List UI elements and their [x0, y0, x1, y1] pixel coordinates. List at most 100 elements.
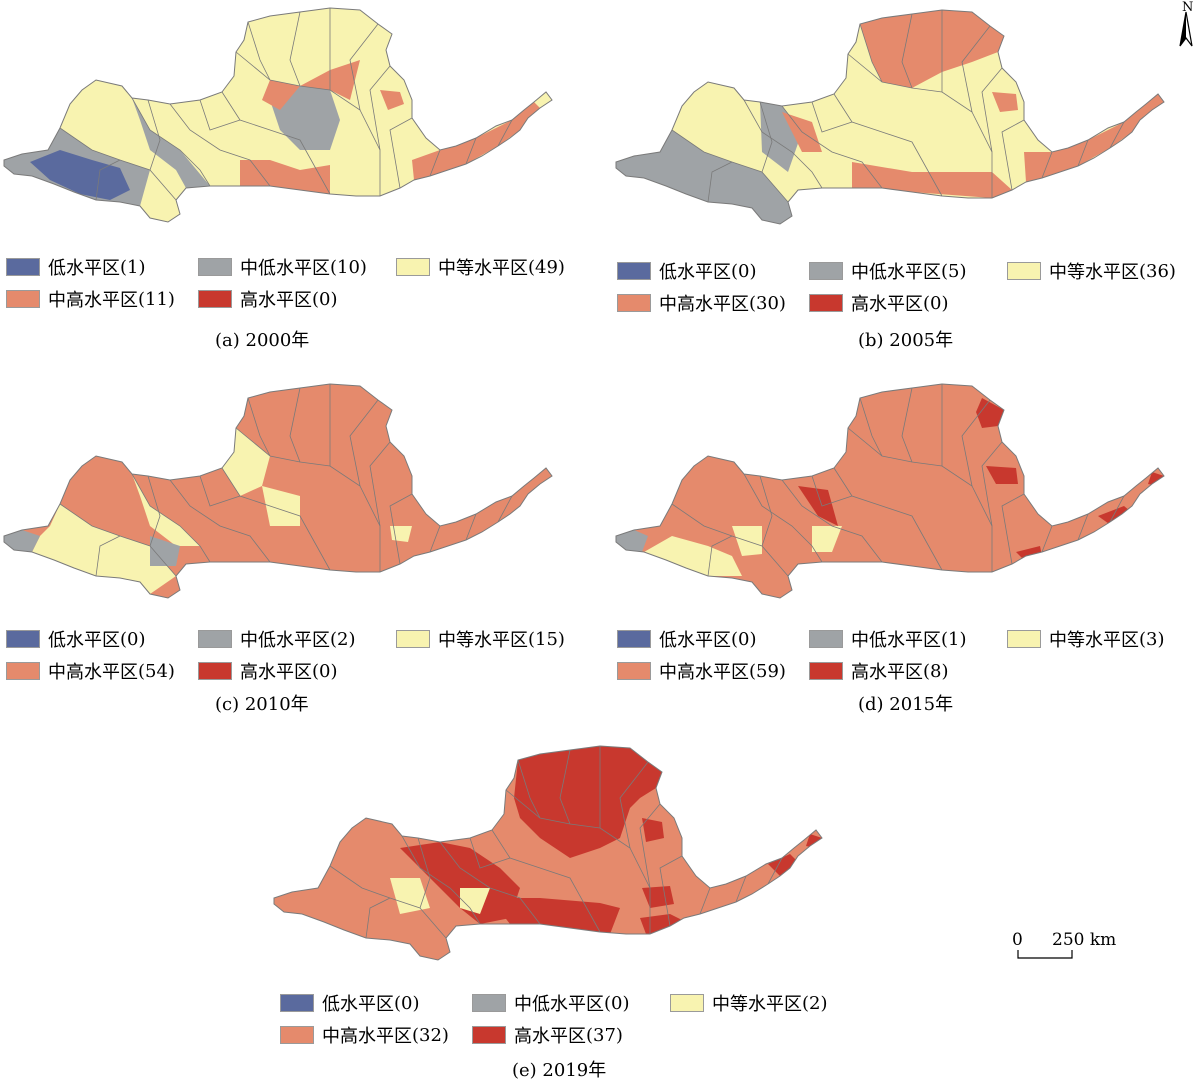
legend-swatch: [472, 1026, 506, 1044]
legend-swatch: [617, 294, 651, 312]
legend-swatch: [6, 662, 40, 680]
region-mid-low: [4, 530, 40, 552]
legend-count: (1): [120, 256, 146, 278]
map-panel-1: [0, 0, 580, 240]
region-boundary: [247, 397, 271, 457]
legend-swatch: [396, 258, 430, 276]
legend-swatch: [617, 630, 651, 648]
legend-count: (3): [1139, 628, 1165, 650]
legend-count: (54): [138, 660, 175, 682]
legend: 低水平区 (0) 中低水平区 (0) 中等水平区 (2) 中高水平区 (32) 高水平区 (37): [280, 990, 870, 1050]
legend-count: (0): [731, 628, 757, 650]
region-boundary: [429, 149, 441, 177]
scale-bar: [1017, 950, 1073, 959]
region-boundary: [131, 97, 211, 187]
legend-swatch: [6, 630, 40, 648]
region-boundary: [743, 99, 823, 189]
basin-outline: [273, 745, 823, 961]
legend-swatch: [198, 290, 232, 308]
legend-count: (36): [1139, 260, 1176, 282]
region-high: [642, 818, 664, 842]
basin-map: [3, 383, 553, 599]
basin-map: [615, 383, 1165, 599]
legend-label: 中等水平区: [1049, 262, 1139, 283]
region-boundary: [221, 467, 331, 571]
legend-swatch: [280, 994, 314, 1012]
legend-count: (37): [586, 1024, 623, 1046]
region-boundary: [1041, 525, 1053, 553]
legend-label: 中低水平区: [240, 258, 330, 279]
legend-count: (59): [749, 660, 786, 682]
legend-item-high: 高水平区 (37): [472, 1022, 623, 1048]
legend: 低水平区 (0) 中低水平区 (1) 中等水平区 (3) 中高水平区 (59) 高水平区 (8): [617, 626, 1200, 686]
legend-item-mid-low: 中低水平区 (5): [809, 258, 967, 284]
region-boundary: [469, 837, 511, 869]
legend-swatch: [198, 258, 232, 276]
region-high: [798, 486, 838, 526]
basin-outline: [3, 7, 553, 223]
region-boundary: [981, 67, 1003, 153]
map-panel-2: [612, 2, 1192, 242]
basin-outline: [615, 9, 1165, 225]
legend-label: 中低水平区: [851, 630, 941, 651]
region-boundary: [707, 161, 733, 203]
legend-label: 高水平区: [240, 290, 312, 311]
legend-count: (0): [604, 992, 630, 1014]
region-boundary: [1109, 495, 1125, 523]
legend-item-mid-high: 中高水平区 (30): [617, 290, 786, 316]
region-medium: [460, 888, 490, 914]
basin-map: [3, 7, 553, 223]
legend-label: 中高水平区: [659, 662, 749, 683]
legend-label: 中等水平区: [1049, 630, 1139, 651]
region-boundary: [199, 475, 241, 507]
map-panel-4: [612, 376, 1192, 616]
legend-label: 中高水平区: [48, 290, 138, 311]
legend-item-high: 高水平区 (0): [198, 286, 338, 312]
legend-count: (0): [120, 628, 146, 650]
legend-label: 中等水平区: [438, 630, 528, 651]
region-boundary: [95, 535, 121, 577]
region-boundary: [369, 65, 391, 151]
legend-swatch: [198, 662, 232, 680]
region-mid-high: [1024, 94, 1164, 182]
legend-label: 高水平区: [851, 662, 923, 683]
legend-label: 中等水平区: [438, 258, 528, 279]
basin-map: [273, 745, 823, 961]
region-high: [514, 746, 662, 858]
legend-swatch: [809, 662, 843, 680]
legend-item-mid-low: 中低水平区 (1): [809, 626, 967, 652]
region-mid-low: [132, 98, 210, 188]
legend-item-medium: 中等水平区 (49): [396, 254, 565, 280]
region-boundary: [1077, 513, 1089, 541]
legend-item-low: 低水平区 (0): [617, 258, 757, 284]
legend-label: 中高水平区: [48, 662, 138, 683]
legend-item-low: 低水平区 (0): [617, 626, 757, 652]
legend-item-mid-high: 中高水平区 (11): [6, 286, 175, 312]
region-boundary: [901, 13, 913, 89]
legend-count: (49): [528, 256, 565, 278]
region-boundary: [389, 117, 413, 189]
legend-swatch: [280, 1026, 314, 1044]
region-mid-low: [150, 536, 180, 566]
region-mid-high: [860, 10, 1004, 88]
region-high: [400, 842, 520, 924]
region-boundary: [1001, 119, 1025, 191]
panel-caption: (a) 2000年: [215, 330, 310, 351]
legend-label: 中低水平区: [240, 630, 330, 651]
legend-item-mid-low: 中低水平区 (10): [198, 254, 367, 280]
legend-swatch: [809, 630, 843, 648]
region-boundary: [699, 887, 711, 915]
legend-count: (32): [412, 1024, 449, 1046]
region-boundary: [389, 493, 413, 565]
legend-label: 低水平区: [659, 262, 731, 283]
region-boundary: [95, 159, 121, 201]
legend-item-low: 低水平区 (1): [6, 254, 146, 280]
region-boundary: [743, 473, 823, 563]
region-boundary: [781, 479, 883, 563]
region-boundary: [707, 535, 733, 577]
legend-item-high: 高水平区 (0): [809, 290, 949, 316]
legend-item-high: 高水平区 (8): [809, 658, 949, 684]
region-boundary: [859, 23, 883, 83]
region-high: [976, 398, 1004, 428]
region-mid-low: [616, 130, 792, 224]
